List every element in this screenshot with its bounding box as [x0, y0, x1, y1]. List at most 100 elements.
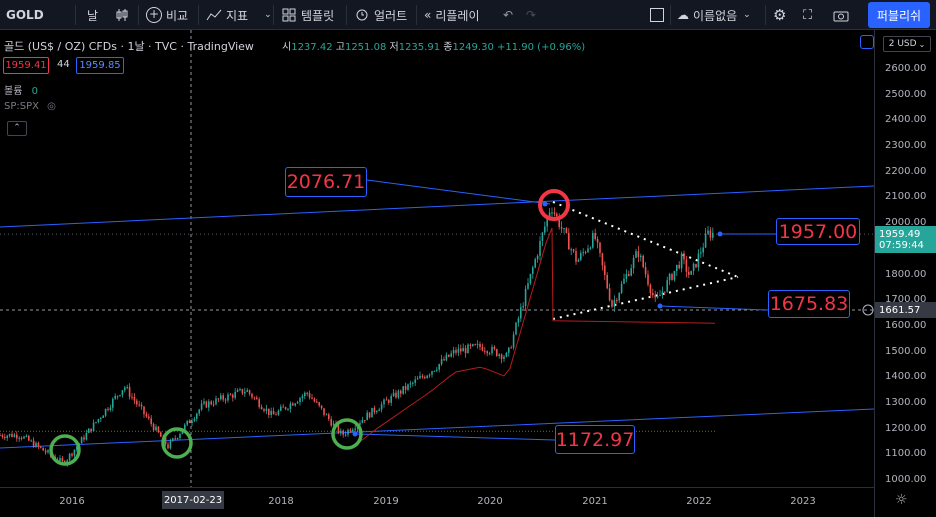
- candle-body: [505, 352, 508, 357]
- candle-body: [640, 255, 642, 258]
- candle-body: [558, 216, 560, 228]
- undo-button[interactable]: ↶: [503, 0, 513, 30]
- candle-body: [568, 232, 570, 250]
- candle-body: [700, 252, 702, 254]
- indicators-label: 지표: [226, 8, 249, 23]
- crosshair-price-label: 1661.57: [875, 302, 936, 318]
- price-tick: 1400.00: [885, 371, 927, 383]
- redo-button[interactable]: ↷: [526, 0, 536, 30]
- candle-body: [436, 369, 438, 371]
- indicators-button[interactable]: 지표 ⌄: [206, 0, 272, 30]
- top-anchor-point: [542, 201, 548, 207]
- fullscreen-layout-button[interactable]: [650, 0, 664, 30]
- alert-button[interactable]: 얼러트: [354, 0, 407, 30]
- compare-symbol-legend[interactable]: SP:SPX ◎: [4, 101, 56, 112]
- toolbar-divider: [273, 5, 274, 25]
- annotation-bottom-label[interactable]: 1172.97: [555, 425, 635, 454]
- candle-body: [40, 446, 42, 448]
- candle-body: [61, 458, 64, 462]
- annotation-current-label[interactable]: 1957.00: [776, 218, 860, 245]
- candle-body: [383, 399, 385, 405]
- candle-body: [236, 390, 239, 392]
- candle-body: [625, 273, 628, 279]
- candle-body: [443, 359, 445, 361]
- candle-body: [112, 398, 114, 408]
- candle-body: [188, 420, 191, 423]
- replay-button[interactable]: « 리플레이: [424, 0, 480, 30]
- grid-icon: [282, 8, 296, 22]
- candle-body: [164, 436, 167, 445]
- candle-body: [260, 406, 263, 410]
- candle-body: [572, 249, 575, 252]
- snapshot-button[interactable]: [833, 0, 849, 30]
- chart-pane[interactable]: 골드 (US$ / OZ) CFDs · 1날 · TVC · TradingV…: [0, 30, 874, 487]
- candle-body: [613, 300, 616, 307]
- candle-body: [323, 408, 325, 415]
- time-axis[interactable]: 2016 2018 2019 2020 2021 2022 2023 2017-02-23: [0, 487, 874, 517]
- candle-body: [563, 228, 565, 230]
- candle-body: [678, 264, 680, 269]
- candles-icon: [116, 9, 128, 21]
- bottom-anchor-point: [352, 431, 358, 437]
- candle-body: [623, 278, 625, 284]
- price-tick: 1600.00: [885, 319, 927, 331]
- candle-body: [184, 424, 186, 431]
- candle-body: [584, 252, 587, 254]
- candle-body: [347, 429, 349, 435]
- candle-body: [265, 408, 268, 411]
- price-chart[interactable]: [0, 30, 874, 487]
- layout-name-button[interactable]: ☁ 이름없음 ⌄: [677, 0, 751, 30]
- candle-body: [589, 247, 592, 249]
- price-tick: 1800.00: [885, 268, 927, 280]
- compare-button[interactable]: + 비교: [146, 0, 188, 30]
- candle-body: [419, 375, 421, 379]
- candle-body: [702, 247, 704, 253]
- candle-body: [311, 397, 313, 399]
- sell-button[interactable]: 1959.41: [3, 57, 49, 74]
- candle-body: [709, 230, 712, 238]
- settings-button[interactable]: ⚙: [773, 0, 786, 30]
- candle-body: [452, 350, 455, 354]
- volume-label: 볼륨: [4, 86, 23, 97]
- candle-body: [428, 374, 431, 376]
- sync-icon[interactable]: [860, 35, 874, 49]
- candle-body: [498, 354, 500, 356]
- candle-body: [150, 418, 152, 425]
- currency-selector[interactable]: 2 USD ⌄: [883, 36, 931, 52]
- candle-body: [143, 406, 145, 415]
- buy-button[interactable]: 1959.85: [76, 57, 124, 74]
- open-label: 시: [282, 42, 292, 53]
- candle-body: [656, 295, 659, 298]
- candle-body: [160, 432, 162, 437]
- candle-type-button[interactable]: [114, 0, 130, 30]
- annotation-support-label[interactable]: 1675.83: [768, 290, 850, 318]
- candle-body: [256, 397, 258, 400]
- eye-off-icon[interactable]: ◎: [47, 101, 56, 112]
- publish-button[interactable]: 퍼블리쉬: [868, 2, 930, 28]
- open-value: 1237.42: [291, 42, 333, 53]
- candle-body: [582, 252, 584, 254]
- symbol-button[interactable]: GOLD: [6, 8, 44, 22]
- candle-body: [536, 255, 539, 260]
- templates-button[interactable]: 템플릿: [282, 0, 334, 30]
- collapse-legend-button[interactable]: ⌃: [7, 121, 27, 136]
- candle-body: [637, 251, 640, 258]
- candle-body: [596, 239, 599, 243]
- candle-body: [292, 403, 294, 406]
- candle-body: [431, 371, 433, 375]
- candle-body: [20, 437, 23, 439]
- candle-body: [301, 396, 304, 399]
- price-tick: 2200.00: [885, 165, 927, 177]
- candle-body: [119, 395, 121, 397]
- candle-body: [342, 430, 344, 435]
- compare-label: 비교: [166, 8, 189, 23]
- settings-gear-icon[interactable]: ☼: [895, 492, 908, 508]
- annotation-top-label[interactable]: 2076.71: [285, 167, 367, 197]
- price-axis[interactable]: 2 USD ⌄ 2600.00 2500.00 2400.00 2300.00 2200.…: [874, 30, 936, 517]
- candle-body: [546, 217, 548, 227]
- fullscreen-button[interactable]: ⛶: [803, 0, 812, 30]
- interval-button[interactable]: 날: [87, 8, 99, 23]
- candle-body: [400, 390, 402, 394]
- crosshair-date-label: 2017-02-23: [162, 491, 224, 509]
- compare-symbol-label: SP:SPX: [4, 101, 39, 112]
